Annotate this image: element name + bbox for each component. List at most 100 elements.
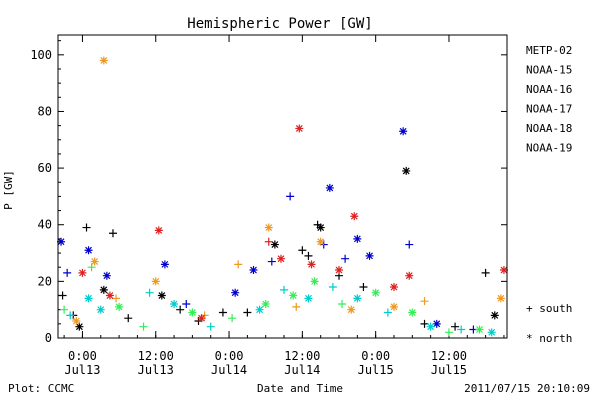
series-legend: METP-02 NOAA-15 NOAA-16 NOAA-17 NOAA-18 NOAA-… [526,44,572,155]
north-point [96,305,105,314]
south-point [457,325,466,334]
y-tick-label: 40 [38,218,52,232]
x-tick-label-time: 12:00 [138,349,174,363]
south-point [420,297,429,306]
legend-item: NOAA-17 [526,103,572,116]
north-point [84,246,93,255]
north-point [249,266,258,275]
plot-frame [57,34,508,339]
south-point [338,300,347,309]
north-point [84,294,93,303]
north-point [160,260,169,269]
y-tick-label: 80 [38,104,52,118]
south-point [206,322,215,331]
south-point [82,223,91,232]
south-point [292,302,301,311]
north-point [90,257,99,266]
south-point [243,308,252,317]
legend-item: NOAA-16 [526,83,572,96]
north-point [157,291,166,300]
legend-item: NOAA-18 [526,122,572,135]
north-point [197,314,206,323]
north-point [353,234,362,243]
south-point [228,314,237,323]
south-point [341,254,350,263]
north-point [350,212,359,221]
south-point [60,305,69,314]
south-point [286,192,295,201]
south-point [267,257,276,266]
north-point [295,124,304,133]
north-point [115,302,124,311]
north-point [75,322,84,331]
north-point [154,226,163,235]
north-point [151,277,160,286]
north-point [353,294,362,303]
north-point [499,266,508,275]
marker-legend: + south * north [526,302,572,345]
x-tick-label-time: 12:00 [284,349,320,363]
north-point [402,166,411,175]
footer-credit: Plot: CCMC [8,382,74,395]
legend-item: NOAA-15 [526,64,572,77]
south-point [383,308,392,317]
north-point [304,294,313,303]
north-point [255,305,264,314]
north-point [490,311,499,320]
north-point [325,183,334,192]
south-point [108,229,117,238]
south-point [124,314,133,323]
north-point [264,223,273,232]
north-point [405,271,414,280]
north-point [316,223,325,232]
north-point [105,291,114,300]
x-tick-label-time: 0:00 [215,349,244,363]
x-tick-label-date: Jul14 [211,363,247,377]
north-point [347,305,356,314]
x-axis: 0:00Jul1312:00Jul130:00Jul1412:00Jul140:… [63,35,505,377]
north-point [231,288,240,297]
y-tick-label: 100 [30,48,52,62]
north-point [99,56,108,65]
chart-title: Hemispheric Power [GW] [187,16,372,32]
north-point [102,271,111,280]
north-point [72,317,81,326]
y-tick-label: 20 [38,274,52,288]
south-point [139,322,148,331]
south-point [87,263,96,272]
legend-item: METP-02 [526,44,572,57]
south-point [304,251,313,260]
x-tick-label-date: Jul13 [64,363,100,377]
north-point [99,285,108,294]
x-tick-label-time: 0:00 [68,349,97,363]
x-tick-label-time: 0:00 [361,349,390,363]
south-point [264,237,273,246]
north-point [78,268,87,277]
south-point [298,246,307,255]
marker-legend-item: * north [526,332,572,345]
south-point [145,288,154,297]
x-tick-label-date: Jul14 [284,363,320,377]
north-point [170,300,179,309]
north-point [371,288,380,297]
north-point [335,266,344,275]
north-point [408,308,417,317]
south-point [328,283,337,292]
legend-item: NOAA-19 [526,142,572,155]
south-point [218,308,227,317]
x-tick-label-date: Jul15 [431,363,467,377]
south-point [58,291,67,300]
north-point [316,237,325,246]
south-point [66,311,75,320]
north-point [270,240,279,249]
north-point [188,308,197,317]
north-point [57,237,66,246]
south-point [280,285,289,294]
south-point [112,294,121,303]
south-point [481,268,490,277]
x-axis-label: Date and Time [257,382,343,395]
south-point [444,328,453,337]
south-point [182,300,191,309]
north-point [307,260,316,269]
